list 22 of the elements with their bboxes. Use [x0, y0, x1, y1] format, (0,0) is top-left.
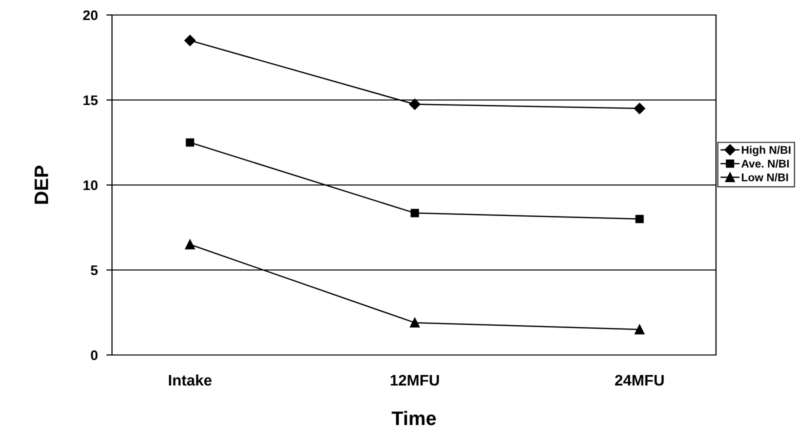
- y-tick-label: 5: [90, 265, 98, 276]
- point: [410, 208, 419, 218]
- point: [184, 34, 196, 46]
- point: [635, 214, 644, 224]
- y-tick-label: 20: [83, 10, 98, 20]
- x-axis-title: Time: [392, 410, 436, 426]
- x-tick-label: 24MFU: [615, 374, 664, 386]
- point: [634, 324, 644, 334]
- x-tick-label: 12MFU: [390, 374, 439, 386]
- x-tick-label: Intake: [168, 374, 212, 386]
- legend-label: Low N/BI: [742, 173, 788, 182]
- point: [410, 318, 420, 328]
- y-tick-label: 0: [90, 350, 98, 360]
- point: [186, 138, 194, 147]
- y-axis-title: DEP: [34, 166, 48, 204]
- y-tick-label: 10: [84, 180, 98, 190]
- point: [185, 240, 195, 250]
- legend-label: High N/BI: [742, 146, 790, 156]
- legend-label: Ave. N/BI: [741, 159, 789, 168]
- point: [409, 98, 420, 110]
- point: [634, 102, 646, 114]
- y-tick-label: 15: [84, 95, 98, 106]
